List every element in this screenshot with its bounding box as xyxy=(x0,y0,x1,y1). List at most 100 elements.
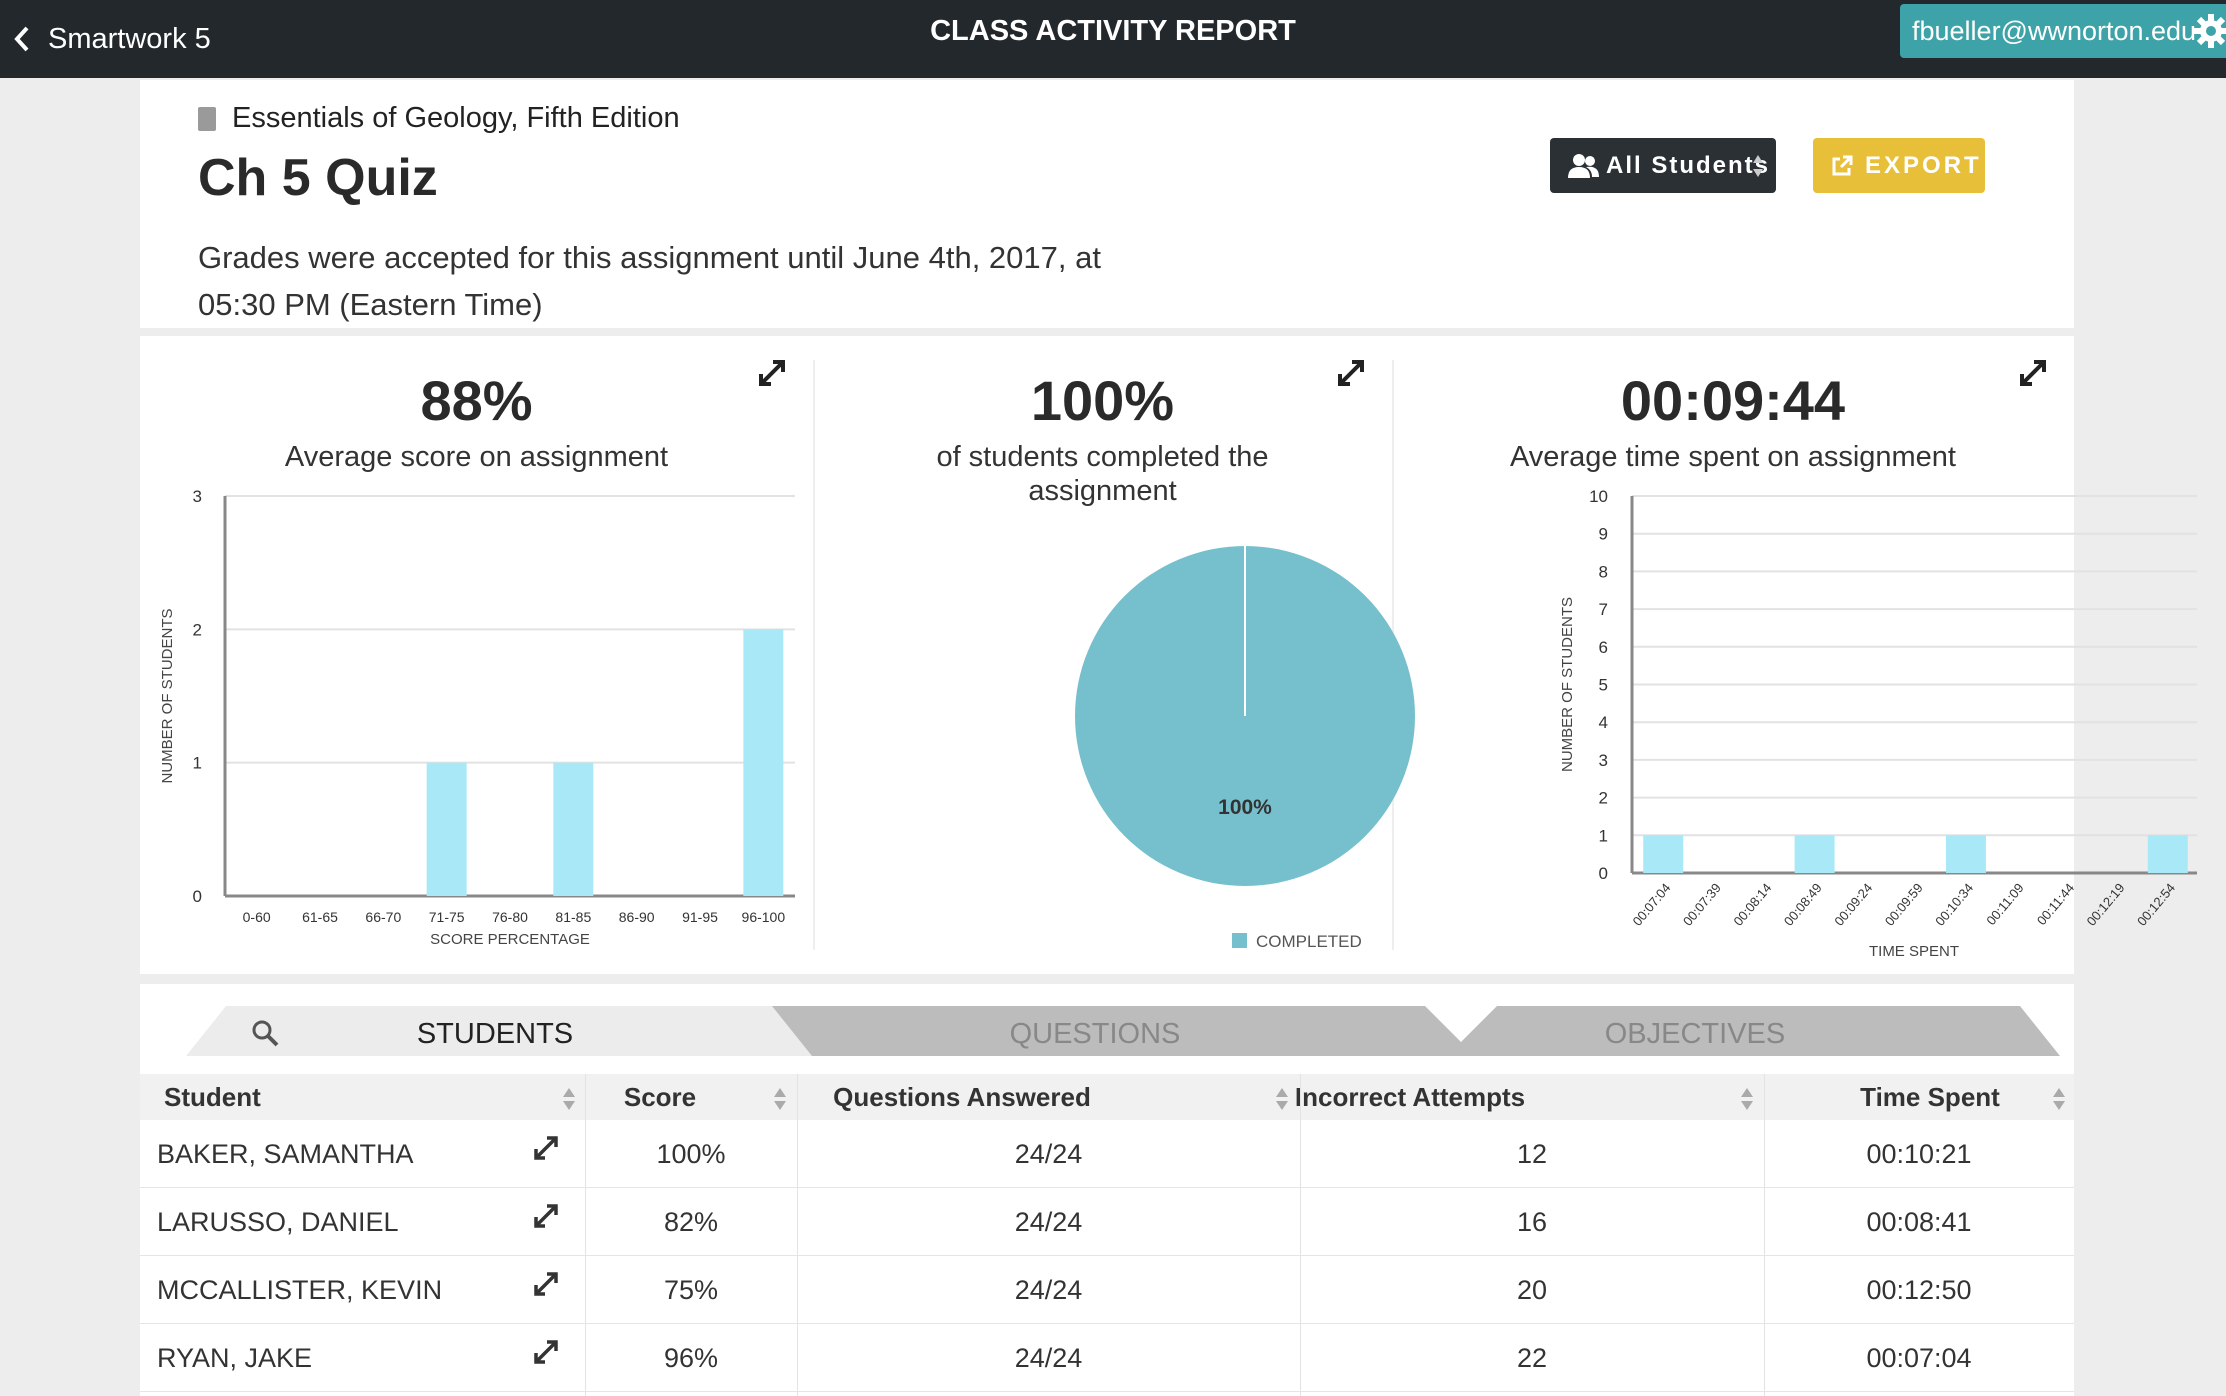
column-header-incorrect-attempts[interactable]: Incorrect Attempts xyxy=(1294,1081,1526,1112)
y-tick-label: 0 xyxy=(1599,864,1608,883)
x-tick-label: 00:10:34 xyxy=(1932,880,1976,928)
time-spent-cell: 00:12:50 xyxy=(1866,1274,1972,1305)
expand-icon[interactable] xyxy=(532,1134,560,1162)
tab-students[interactable]: STUDENTS xyxy=(416,1018,574,1050)
tab-shapes xyxy=(186,1006,2060,1056)
page-title: CLASS ACTIVITY REPORT xyxy=(930,15,1296,47)
users-icon xyxy=(1568,153,1599,178)
expand-icon[interactable] xyxy=(757,358,787,388)
book-title: Essentials of Geology, Fifth Edition xyxy=(198,102,680,135)
bar xyxy=(426,762,467,896)
column-header-student[interactable]: Student xyxy=(164,1081,261,1112)
average-time-label: Average time spent on assignment xyxy=(1509,441,1956,473)
time-spent-cell: 00:08:41 xyxy=(1866,1206,1972,1237)
completion-pie: 100% COMPLETED xyxy=(1075,546,1415,951)
column-header-time-spent[interactable]: Time Spent xyxy=(1860,1081,2000,1112)
sort-arrows-icon xyxy=(1753,155,1763,177)
pie-data-label: 100% xyxy=(1218,796,1272,819)
report-table-panel: STUDENTS QUESTIONS OBJECTIVES Student Sc… xyxy=(140,984,2074,1396)
x-tick-label: 00:12:19 xyxy=(2084,880,2128,928)
back-button[interactable]: Smartwork 5 xyxy=(14,14,211,64)
expand-icon[interactable] xyxy=(1336,358,1366,388)
y-axis-label: NUMBER OF STUDENTS xyxy=(1559,597,1576,772)
tab-objectives[interactable]: OBJECTIVES xyxy=(1604,1018,1786,1050)
questions-answered-cell: 24/24 xyxy=(1014,1206,1083,1237)
expand-icon[interactable] xyxy=(2018,358,2048,388)
x-tick-label: 00:09:59 xyxy=(1882,880,1926,928)
x-tick-label: 00:07:04 xyxy=(1630,880,1674,928)
column-divider xyxy=(1300,1074,1301,1396)
y-tick-label: 1 xyxy=(1599,826,1608,845)
expand-icon[interactable] xyxy=(532,1270,560,1298)
y-axis-label: NUMBER OF STUDENTS xyxy=(159,608,176,783)
average-score-value: 88% xyxy=(420,369,533,432)
y-tick-label: 2 xyxy=(193,620,202,639)
x-tick-label: 00:11:44 xyxy=(2034,880,2077,928)
incorrect-attempts-cell: 20 xyxy=(1516,1274,1548,1305)
assignment-title: Ch 5 Quiz xyxy=(198,149,438,207)
x-axis-label: TIME SPENT xyxy=(1869,943,1959,960)
user-email: fbueller@wwnorton.edu xyxy=(1912,15,2197,46)
student-name: MCCALLISTER, KEVIN xyxy=(157,1274,443,1305)
top-bar: Smartwork 5 CLASS ACTIVITY REPORT fbuell… xyxy=(0,0,2226,78)
x-tick-label: 00:08:14 xyxy=(1730,880,1774,928)
sort-icon[interactable] xyxy=(1740,1087,1754,1111)
search-icon[interactable] xyxy=(250,1018,280,1048)
expand-icon[interactable] xyxy=(532,1338,560,1366)
x-tick-label: 71-75 xyxy=(429,909,465,925)
incorrect-attempts-cell: 16 xyxy=(1516,1206,1548,1237)
x-tick-label: 91-95 xyxy=(682,909,718,925)
student-name: BAKER, SAMANTHA xyxy=(157,1138,414,1169)
score-cell: 96% xyxy=(663,1342,719,1373)
chevron-left-icon xyxy=(14,26,29,52)
column-divider xyxy=(585,1074,586,1396)
x-tick-label: 00:07:39 xyxy=(1680,880,1724,928)
bar xyxy=(1945,835,1986,873)
table-row[interactable]: LARUSSO, DANIEL 82% 24/24 16 00:08:41 xyxy=(140,1188,2074,1256)
bar xyxy=(1794,835,1835,873)
y-tick-label: 0 xyxy=(193,887,202,906)
y-tick-label: 3 xyxy=(193,487,202,506)
completion-label: of students completed the assignment xyxy=(936,441,1269,507)
student-name: RYAN, JAKE xyxy=(157,1342,313,1373)
charts-panel: 88% Average score on assignment 0 1 2 3 0-60… xyxy=(140,336,2197,974)
y-tick-label: 7 xyxy=(1599,600,1608,619)
score-cell: 82% xyxy=(663,1206,719,1237)
column-header-score[interactable]: Score xyxy=(623,1081,697,1112)
student-filter-select[interactable]: All Students xyxy=(1550,138,1776,193)
column-divider xyxy=(797,1074,798,1396)
x-tick-label: 81-85 xyxy=(555,909,591,925)
x-tick-label: 76-80 xyxy=(492,909,528,925)
tab-questions[interactable]: QUESTIONS xyxy=(1009,1018,1181,1050)
sort-icon[interactable] xyxy=(2052,1087,2066,1111)
average-time-value: 00:09:44 xyxy=(1620,369,1846,432)
y-tick-label: 1 xyxy=(193,754,202,773)
questions-answered-cell: 24/24 xyxy=(1014,1342,1083,1373)
user-menu[interactable]: fbueller@wwnorton.edu xyxy=(1900,4,2226,58)
table-row[interactable]: RYAN, JAKE 96% 24/24 22 00:07:04 xyxy=(140,1324,2074,1392)
column-divider xyxy=(1764,1074,1765,1396)
tab-bar: STUDENTS QUESTIONS OBJECTIVES xyxy=(140,1004,2074,1078)
y-tick-label: 8 xyxy=(1599,562,1608,581)
sort-icon[interactable] xyxy=(773,1087,787,1111)
table-row[interactable]: MCCALLISTER, KEVIN 75% 24/24 20 00:12:50 xyxy=(140,1256,2074,1324)
external-link-icon xyxy=(1832,155,1853,175)
sort-icon[interactable] xyxy=(1275,1087,1289,1111)
y-tick-label: 6 xyxy=(1599,638,1608,657)
table-row[interactable]: BAKER, SAMANTHA 100% 24/24 12 00:10:21 xyxy=(140,1120,2074,1188)
bar xyxy=(743,629,784,896)
assignment-header: Essentials of Geology, Fifth Edition Ch … xyxy=(140,80,2074,328)
score-histogram: 0 1 2 3 0-60 61-65 66-70 71-75 76-80 81-85 86-90 91… xyxy=(159,487,795,948)
column-header-questions-answered[interactable]: Questions Answered xyxy=(833,1081,1091,1112)
expand-icon[interactable] xyxy=(532,1202,560,1230)
sort-icon[interactable] xyxy=(562,1087,576,1111)
y-tick-label: 5 xyxy=(1599,676,1608,695)
x-axis-label: SCORE PERCENTAGE xyxy=(430,931,590,948)
gear-icon[interactable] xyxy=(2194,14,2226,48)
filter-label: All Students xyxy=(1606,151,1771,179)
export-button[interactable]: EXPORT xyxy=(1813,138,1985,193)
time-spent-cell: 00:07:04 xyxy=(1866,1342,1972,1373)
x-tick-label: 00:11:09 xyxy=(1983,880,2026,928)
y-tick-label: 3 xyxy=(1599,751,1608,770)
